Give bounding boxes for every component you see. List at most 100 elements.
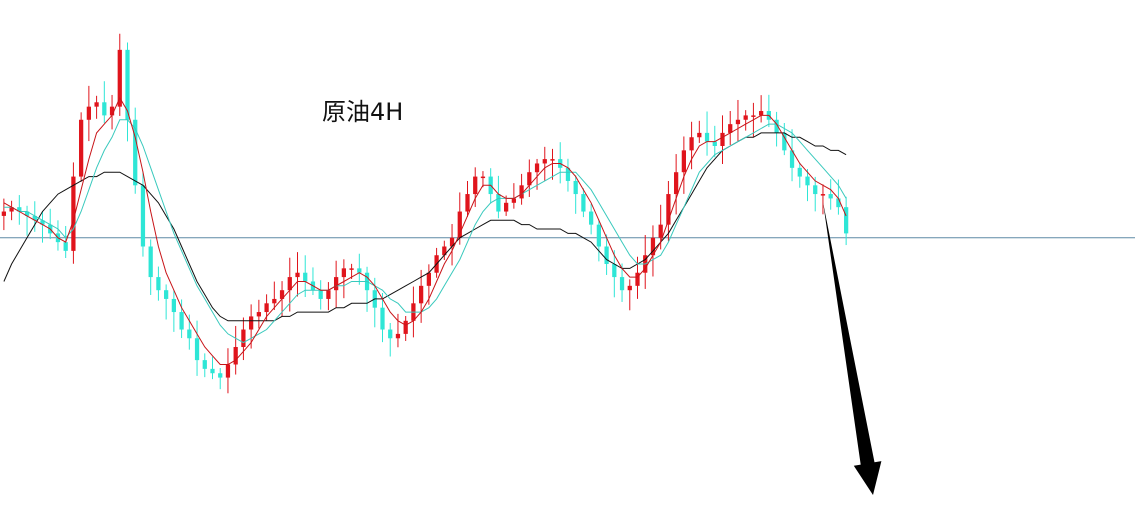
candle-up (735, 119, 741, 125)
candle-down (357, 268, 362, 273)
candle-up (442, 246, 447, 256)
candle-up (349, 268, 354, 270)
candle-down (32, 215, 37, 221)
candle-up (728, 124, 733, 133)
ma-mid-line (3, 119, 847, 344)
candle-up (751, 115, 756, 117)
candle-up (473, 176, 478, 195)
candle-down (202, 360, 207, 369)
candle-up (117, 49, 122, 107)
candle-up (449, 237, 455, 247)
candle-down (63, 242, 68, 251)
candle-up (295, 272, 300, 278)
candle-up (542, 159, 547, 164)
candle-up (79, 119, 84, 177)
candle-up (650, 237, 656, 256)
candle-up (550, 159, 555, 161)
candle-up (674, 172, 679, 195)
candle-up (395, 333, 401, 339)
candle-down (318, 290, 323, 299)
candle-down (388, 329, 393, 339)
candle-up (465, 194, 470, 212)
candle-up (1, 211, 6, 216)
candle-down (704, 132, 710, 142)
candle-up (272, 298, 277, 304)
candle-down (805, 176, 810, 186)
candle-down (125, 49, 130, 120)
candle-up (511, 198, 516, 203)
candle-up (457, 211, 462, 238)
candle-down (813, 185, 818, 195)
candle-down (596, 224, 601, 247)
candle-up (627, 285, 632, 291)
candle-down (210, 368, 215, 374)
candle-up (256, 312, 261, 317)
candle-up (504, 202, 509, 212)
down-arrow-annotation (823, 202, 882, 495)
candle-up (279, 290, 285, 299)
candle-up (334, 277, 339, 291)
candle-up (743, 115, 748, 120)
candle-up (689, 137, 694, 151)
candle-up (681, 150, 686, 173)
candle-down (581, 194, 586, 212)
candle-up (109, 106, 115, 116)
candle-down (565, 167, 571, 181)
candle-up (94, 102, 99, 107)
ma-slow-line (3, 132, 847, 322)
candle-up (419, 285, 424, 304)
candle-up (720, 132, 725, 146)
candle-up (403, 320, 408, 334)
candle-down (218, 373, 223, 378)
candle-up (635, 272, 640, 286)
candle-down (604, 246, 609, 264)
candle-down (712, 141, 717, 146)
candle-up (519, 185, 524, 199)
candle-up (534, 163, 540, 173)
candle-down (573, 180, 578, 195)
candle-down (789, 150, 795, 168)
candle-up (666, 194, 671, 225)
candle-down (171, 298, 176, 313)
candle-down (380, 307, 385, 330)
candle-down (140, 185, 146, 247)
candle-down (303, 272, 308, 282)
candle-down (844, 207, 849, 234)
candle-down (496, 194, 501, 212)
candle-down (156, 277, 161, 291)
ma-fast-line (3, 96, 847, 365)
candle-down (102, 102, 107, 116)
candle-up (426, 272, 431, 286)
candle-up (241, 329, 246, 348)
candle-down (619, 277, 625, 291)
candle-up (249, 316, 254, 330)
arrow-shape (823, 202, 882, 495)
candle-down (612, 263, 617, 278)
candle-down (194, 338, 200, 361)
chart-title: 原油4H (322, 98, 403, 126)
candle-down (774, 119, 779, 133)
candle-up (71, 176, 76, 251)
candle-down (17, 207, 22, 212)
candle-up (341, 268, 346, 278)
candle-up (480, 176, 486, 179)
candle-up (9, 207, 14, 212)
candle-up (527, 172, 532, 186)
candle-down (40, 220, 45, 225)
candle-up (759, 111, 764, 116)
candle-up (658, 224, 663, 238)
candle-up (86, 106, 91, 120)
candle-up (326, 290, 331, 299)
candlestick-series (1, 33, 849, 394)
candle-down (133, 119, 138, 186)
candle-down (179, 312, 184, 330)
candle-down (836, 198, 841, 208)
candle-up (820, 194, 826, 196)
candle-up (264, 303, 269, 313)
candle-up (233, 347, 238, 365)
candle-up (287, 277, 292, 291)
candle-down (589, 211, 594, 225)
candle-down (782, 132, 787, 151)
